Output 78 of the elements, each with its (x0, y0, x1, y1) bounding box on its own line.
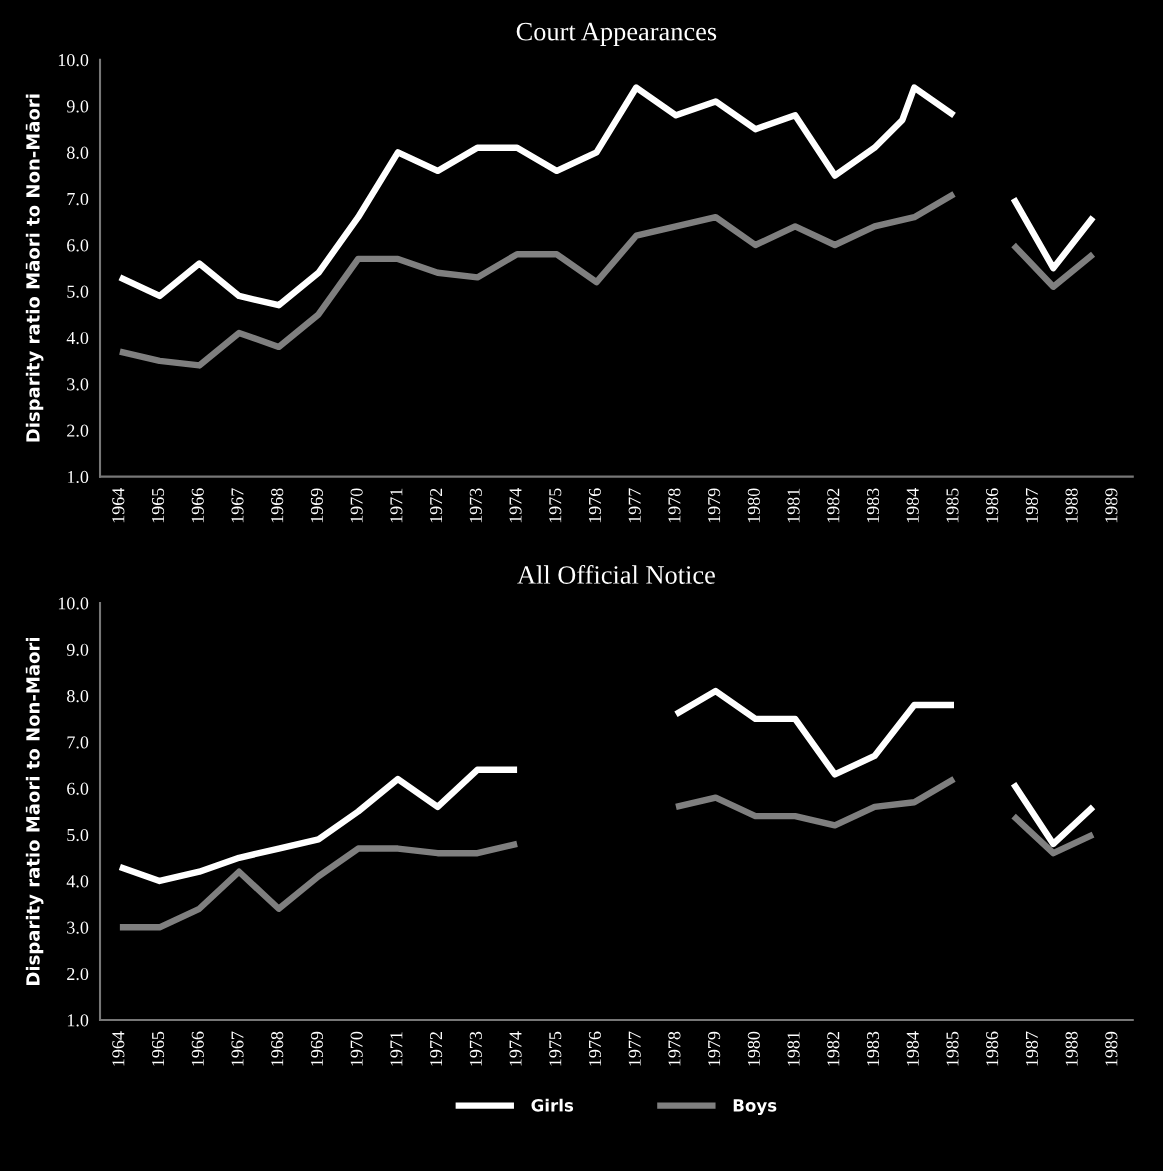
x-tick-label: 1981 (787, 1032, 800, 1066)
x-tick-label: 1972 (430, 488, 443, 523)
x-tick-label: 1973 (469, 488, 482, 523)
x-tick-label: 1984 (906, 1031, 919, 1066)
x-tick-label: 1965 (151, 488, 165, 523)
x-tick-label: 1983 (866, 1031, 880, 1066)
x-tick-label: 1966 (191, 1031, 204, 1066)
y-tick-label: 5.0 (67, 828, 89, 842)
x-tick-label: 1985 (946, 488, 959, 523)
x-tick-label: 1989 (1105, 1031, 1118, 1066)
y-tick-label: 8.0 (67, 146, 89, 159)
y-tick-label: 1.0 (67, 470, 89, 484)
x-tick-label: 1973 (469, 1031, 482, 1066)
x-tick-label: 1977 (628, 1031, 641, 1066)
x-tick-label: 1989 (1105, 488, 1118, 523)
x-tick-label: 1978 (668, 1031, 681, 1066)
y-tick-label: 7.0 (67, 192, 89, 206)
x-tick-label: 1969 (310, 488, 323, 523)
y-tick-label: 9.0 (66, 643, 89, 656)
x-tick-label: 1970 (350, 488, 363, 523)
y-axis-title: Disparity ratio Māori to Non-Māori (25, 94, 44, 442)
chart-title: All Official Notice (517, 565, 715, 584)
x-tick-label: 1980 (747, 1031, 760, 1066)
x-tick-label: 1982 (827, 1032, 840, 1066)
x-tick-label: 1979 (708, 1031, 721, 1066)
x-tick-label: 1968 (271, 488, 284, 523)
x-tick-label: 1964 (112, 487, 125, 523)
x-tick-label: 1971 (390, 488, 403, 523)
y-tick-label: 8.0 (67, 689, 89, 703)
x-tick-label: 1970 (350, 1031, 363, 1066)
x-tick-label: 1979 (708, 488, 721, 523)
x-tick-label: 1982 (827, 488, 840, 523)
x-tick-label: 1986 (986, 1031, 999, 1066)
y-tick-label: 3.0 (67, 378, 89, 391)
x-tick-label: 1976 (588, 1031, 602, 1066)
y-tick-label: 1.0 (67, 1014, 89, 1027)
x-tick-label: 1980 (747, 488, 760, 523)
x-tick-label: 1985 (946, 1031, 959, 1066)
y-tick-label: 4.0 (66, 331, 89, 345)
y-tick-label: 7.0 (67, 736, 89, 749)
x-tick-label: 1988 (1065, 488, 1078, 523)
y-tick-label: 9.0 (66, 100, 89, 113)
chart-title: Court Appearances (516, 22, 717, 46)
x-tick-label: 1967 (231, 1031, 244, 1066)
x-tick-label: 1975 (549, 488, 562, 523)
x-tick-label: 1974 (509, 487, 522, 523)
x-tick-label: 1987 (1025, 1031, 1038, 1066)
y-tick-label: 4.0 (66, 875, 89, 888)
x-tick-label: 1981 (787, 488, 800, 523)
x-tick-label: 1968 (271, 1031, 284, 1066)
y-tick-label: 2.0 (67, 967, 89, 981)
y-tick-label: 2.0 (67, 424, 89, 437)
x-tick-label: 1976 (588, 488, 602, 523)
y-tick-label: 10.0 (58, 53, 89, 67)
y-tick-label: 10.0 (58, 597, 89, 610)
x-tick-label: 1977 (628, 488, 641, 523)
legend-label: Boys (733, 1099, 777, 1116)
x-tick-label: 1971 (390, 1032, 403, 1066)
x-tick-label: 1967 (231, 488, 244, 523)
x-tick-label: 1987 (1025, 488, 1038, 523)
x-tick-label: 1984 (906, 487, 919, 523)
x-tick-label: 1969 (310, 1031, 323, 1066)
x-tick-label: 1966 (191, 488, 204, 523)
x-tick-label: 1986 (986, 488, 999, 523)
x-tick-label: 1964 (112, 1031, 125, 1066)
legend-label: Girls (531, 1098, 574, 1112)
x-tick-label: 1972 (430, 1032, 443, 1066)
x-tick-label: 1988 (1065, 1031, 1078, 1066)
y-tick-label: 3.0 (67, 921, 89, 934)
x-tick-label: 1975 (549, 1031, 562, 1066)
y-tick-label: 5.0 (67, 285, 89, 298)
x-tick-label: 1978 (668, 488, 681, 523)
x-tick-label: 1974 (509, 1031, 522, 1066)
y-axis-title: Disparity ratio Māori to Non-Māori (25, 637, 44, 985)
x-tick-label: 1965 (151, 1031, 165, 1066)
y-tick-label: 6.0 (67, 239, 89, 252)
y-tick-label: 6.0 (67, 782, 89, 795)
x-tick-label: 1983 (866, 488, 880, 523)
